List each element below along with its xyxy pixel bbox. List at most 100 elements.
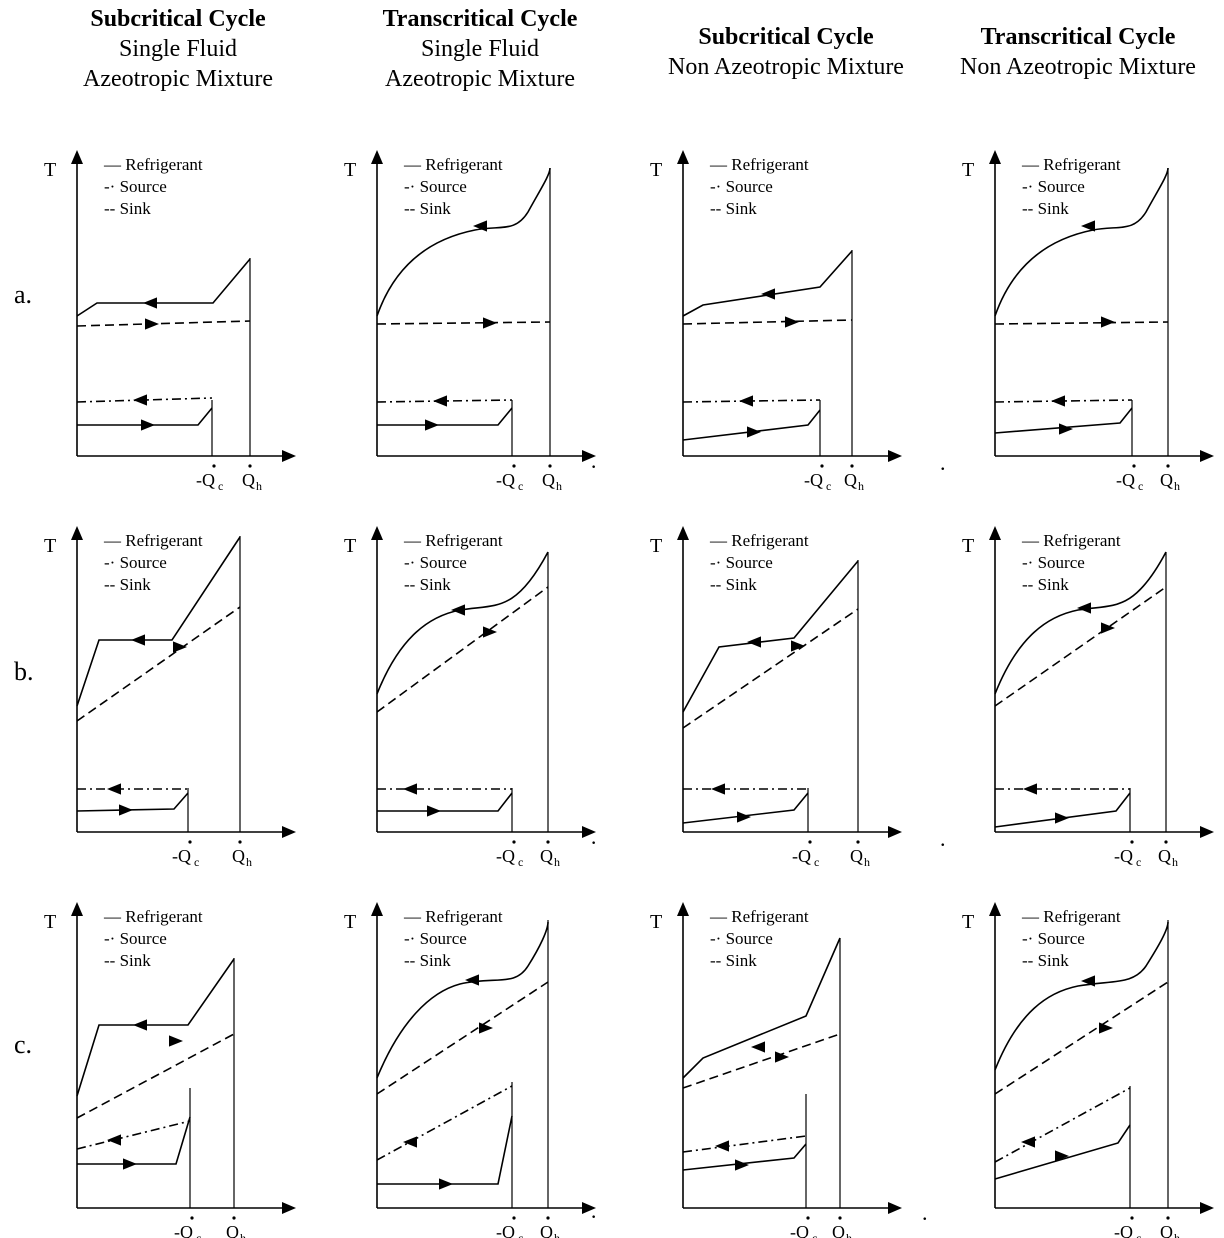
- flow-arrow: [143, 297, 157, 309]
- row-label-b: b.: [14, 657, 34, 686]
- qc-label: -Q: [196, 470, 215, 490]
- y-axis-arrowhead: [71, 150, 83, 164]
- qh-label: Q: [850, 846, 863, 866]
- flow-arrow: [1077, 602, 1091, 614]
- column-header-4: Transcritical Cycle Non Azeotropic Mixtu…: [928, 22, 1224, 82]
- refrigerant-evaporating-curve: [77, 407, 213, 426]
- source-line: [76, 397, 213, 403]
- qh-dot: [850, 464, 854, 468]
- source-line: [994, 399, 1133, 403]
- flow-arrow: [131, 634, 145, 646]
- legend-refrigerant: — Refrigerant: [709, 907, 809, 926]
- y-axis-label: T: [962, 159, 974, 181]
- qc-dot: [190, 1216, 194, 1220]
- x-axis-arrowhead: [888, 1202, 902, 1214]
- legend-refrigerant: — Refrigerant: [103, 907, 203, 926]
- legend-source: -· Source: [1022, 177, 1085, 196]
- refrigerant-condensing-curve: [994, 921, 1169, 1071]
- qh-dot: [838, 1216, 842, 1220]
- refrigerant-evaporating-curve: [377, 792, 513, 812]
- row-label-a: a.: [14, 280, 33, 309]
- flow-arrow: [169, 1035, 183, 1047]
- y-axis-label: T: [650, 911, 662, 933]
- qh-label: Q: [1158, 846, 1171, 866]
- qc-dot: [512, 464, 516, 468]
- qh-label: Q: [832, 1222, 845, 1238]
- refrigerant-evaporating-curve: [76, 792, 189, 812]
- flow-arrow: [119, 804, 133, 816]
- x-axis-arrowhead: [282, 1202, 296, 1214]
- legend-refrigerant: — Refrigerant: [403, 155, 503, 174]
- legend-sink: -- Sink: [1022, 575, 1069, 594]
- sink-line: [76, 606, 241, 722]
- refrigerant-evaporating-curve: [77, 1116, 191, 1165]
- flow-arrow: [107, 783, 121, 795]
- qc-label-subscript: c: [218, 479, 223, 493]
- legend-refrigerant: — Refrigerant: [403, 907, 503, 926]
- sink-line: [994, 981, 1169, 1095]
- qc-label-subscript: c: [196, 1231, 201, 1238]
- legend-refrigerant: — Refrigerant: [1021, 907, 1121, 926]
- x-axis-arrowhead: [888, 826, 902, 838]
- legend-source: -· Source: [710, 177, 773, 196]
- column-header-3: Subcritical Cycle Non Azeotropic Mixture: [636, 22, 936, 82]
- flow-arrow: [141, 419, 155, 431]
- refrigerant-evaporating-curve: [994, 1124, 1131, 1180]
- qc-label-subscript: c: [518, 479, 523, 493]
- qc-label-subscript: c: [1136, 1231, 1141, 1238]
- flow-arrow: [791, 640, 805, 652]
- qc-dot: [1130, 1216, 1134, 1220]
- y-axis-label: T: [650, 159, 662, 181]
- qc-dot: [212, 464, 216, 468]
- column-header-1: Subcritical Cycle Single Fluid Azeotropi…: [28, 4, 328, 94]
- legend-source: -· Source: [1022, 553, 1085, 572]
- qh-label-subscript: h: [256, 479, 262, 493]
- refrigerant-condensing-curve: [376, 167, 551, 317]
- source-line: [682, 1135, 807, 1153]
- flow-arrow: [479, 1022, 493, 1034]
- qh-dot: [1166, 464, 1170, 468]
- refrigerant-condensing-curve: [994, 167, 1169, 317]
- flow-arrow: [439, 1178, 453, 1190]
- flow-arrow: [425, 419, 439, 431]
- y-axis-arrowhead: [989, 150, 1001, 164]
- legend-sink: -- Sink: [104, 199, 151, 218]
- qh-label: Q: [1160, 470, 1173, 490]
- y-axis-arrowhead: [677, 902, 689, 916]
- x-axis-arrowhead: [582, 826, 596, 838]
- flow-arrow: [483, 626, 497, 638]
- source-line: [994, 1087, 1131, 1163]
- flow-arrow: [1101, 316, 1115, 328]
- flow-arrow: [1081, 220, 1095, 232]
- legend-sink: -- Sink: [104, 951, 151, 970]
- refrigerant-evaporating-curve: [682, 792, 809, 824]
- legend-refrigerant: — Refrigerant: [103, 531, 203, 550]
- column-subtitle: Non Azeotropic Mixture: [960, 54, 1196, 80]
- flow-arrow: [1021, 1136, 1035, 1148]
- y-axis-arrowhead: [371, 902, 383, 916]
- legend-source: -· Source: [710, 929, 773, 948]
- flow-arrow: [735, 1159, 749, 1171]
- qc-label: -Q: [172, 846, 191, 866]
- column-header-2: Transcritical Cycle Single Fluid Azeotro…: [330, 4, 630, 94]
- sink-line: [682, 319, 853, 325]
- sink-line: [376, 321, 551, 325]
- qh-label-subscript: h: [1172, 855, 1178, 869]
- stray-dot: .: [940, 450, 946, 475]
- qh-label: Q: [540, 1222, 553, 1238]
- legend-source: -· Source: [404, 177, 467, 196]
- legend-source: -· Source: [1022, 929, 1085, 948]
- refrigerant-evaporating-curve: [682, 409, 821, 441]
- qc-label: -Q: [1114, 1222, 1133, 1238]
- y-axis-arrowhead: [371, 150, 383, 164]
- legend-sink: -- Sink: [104, 575, 151, 594]
- stray-dot: .: [922, 1200, 928, 1225]
- qc-dot: [512, 840, 516, 844]
- qc-label: -Q: [790, 1222, 809, 1238]
- flow-arrow: [483, 317, 497, 329]
- legend-sink: -- Sink: [1022, 951, 1069, 970]
- y-axis-arrowhead: [71, 902, 83, 916]
- y-axis-label: T: [650, 535, 662, 557]
- flow-arrow: [123, 1158, 137, 1170]
- flow-arrow: [473, 220, 487, 232]
